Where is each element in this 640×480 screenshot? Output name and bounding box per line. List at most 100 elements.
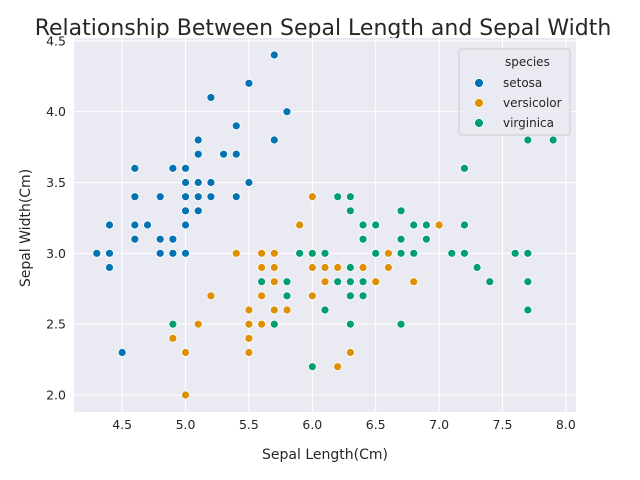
point-versicolor	[333, 263, 343, 272]
point-virginica	[523, 135, 533, 145]
point-virginica	[523, 277, 533, 287]
point-setosa	[206, 178, 216, 187]
point-setosa	[181, 163, 190, 173]
point-virginica	[422, 220, 431, 230]
point-setosa	[193, 149, 203, 159]
point-versicolor	[269, 263, 279, 272]
x-tick-label: 4.5	[112, 417, 132, 432]
point-setosa	[231, 121, 241, 131]
legend-marker-virginica	[474, 118, 484, 128]
point-setosa	[231, 149, 241, 159]
point-versicolor	[383, 263, 393, 272]
point-virginica	[345, 319, 355, 329]
legend-marker-versicolor	[474, 98, 484, 108]
y-tick-label: 4.0	[46, 104, 66, 119]
point-setosa	[193, 135, 203, 145]
y-tick-label: 3.5	[46, 175, 66, 190]
y-tick-label: 4.5	[46, 33, 66, 48]
point-setosa	[130, 192, 140, 202]
point-virginica	[485, 277, 495, 287]
point-setosa	[105, 263, 114, 272]
point-versicolor	[257, 319, 267, 329]
point-virginica	[358, 234, 368, 244]
point-setosa	[269, 135, 279, 145]
point-versicolor	[193, 319, 203, 329]
point-virginica	[320, 248, 330, 258]
point-setosa	[181, 192, 190, 202]
y-axis-ticks: 2.0 2.5 3.0 3.5 4.0 4.5	[46, 33, 66, 402]
point-versicolor	[320, 263, 330, 272]
x-tick-label: 6.5	[366, 417, 386, 432]
legend-box	[458, 48, 571, 136]
point-virginica	[345, 291, 355, 301]
point-setosa	[143, 220, 152, 230]
point-virginica	[345, 263, 355, 272]
point-versicolor	[333, 362, 343, 372]
chart-title: Relationship Between Sepal Length and Se…	[35, 16, 612, 41]
legend-marker-setosa	[474, 78, 484, 88]
legend-label-setosa: setosa	[503, 76, 542, 90]
point-setosa	[193, 206, 203, 216]
point-versicolor	[168, 333, 178, 343]
point-virginica	[460, 163, 469, 173]
point-versicolor	[181, 348, 190, 357]
point-virginica	[422, 234, 431, 244]
point-setosa	[168, 234, 178, 244]
y-tick-label: 2.0	[46, 388, 66, 403]
legend-label-versicolor: versicolor	[503, 96, 562, 110]
point-virginica	[333, 192, 343, 202]
point-versicolor	[282, 305, 292, 315]
point-virginica	[295, 248, 305, 258]
point-virginica	[320, 305, 330, 315]
point-virginica	[460, 220, 469, 230]
x-tick-label: 5.0	[176, 417, 196, 432]
point-setosa	[181, 220, 190, 230]
point-setosa	[269, 50, 279, 60]
point-versicolor	[206, 291, 216, 301]
x-axis-ticks: 4.5 5.0 5.5 6.0 6.5 7.0 7.5 8.0	[112, 417, 576, 432]
point-virginica	[472, 263, 482, 272]
legend: species setosa versicolor virginica	[458, 48, 571, 136]
point-virginica	[460, 248, 469, 258]
point-setosa	[219, 149, 228, 159]
point-virginica	[548, 135, 558, 145]
point-versicolor	[269, 305, 279, 315]
point-setosa	[181, 206, 190, 216]
point-virginica	[409, 248, 419, 258]
point-setosa	[105, 248, 114, 258]
point-virginica	[371, 220, 381, 230]
point-versicolor	[434, 220, 444, 230]
point-virginica	[282, 277, 292, 287]
point-versicolor	[244, 333, 254, 343]
point-virginica	[345, 192, 355, 202]
point-virginica	[358, 291, 368, 301]
point-virginica	[396, 248, 406, 258]
point-virginica	[345, 277, 355, 287]
point-virginica	[269, 319, 279, 329]
point-versicolor	[307, 192, 317, 202]
point-virginica	[358, 277, 368, 287]
point-virginica	[396, 234, 406, 244]
point-setosa	[92, 248, 102, 258]
point-virginica	[168, 319, 178, 329]
point-versicolor	[257, 291, 267, 301]
point-virginica	[358, 220, 368, 230]
point-setosa	[130, 234, 140, 244]
point-versicolor	[307, 263, 317, 272]
point-setosa	[206, 93, 216, 102]
point-versicolor	[358, 263, 368, 272]
point-versicolor	[307, 291, 317, 301]
legend-items: setosa versicolor virginica	[474, 76, 562, 130]
point-setosa	[193, 192, 203, 202]
point-virginica	[345, 206, 355, 216]
point-setosa	[181, 178, 190, 187]
x-tick-label: 6.0	[302, 417, 322, 432]
point-setosa	[244, 178, 254, 187]
point-versicolor	[257, 263, 267, 272]
x-tick-label: 8.0	[556, 417, 576, 432]
point-virginica	[282, 291, 292, 301]
legend-title: species	[505, 55, 550, 69]
point-virginica	[371, 248, 381, 258]
point-setosa	[206, 192, 216, 202]
y-axis-label: Sepal Width(Cm)	[18, 169, 34, 287]
